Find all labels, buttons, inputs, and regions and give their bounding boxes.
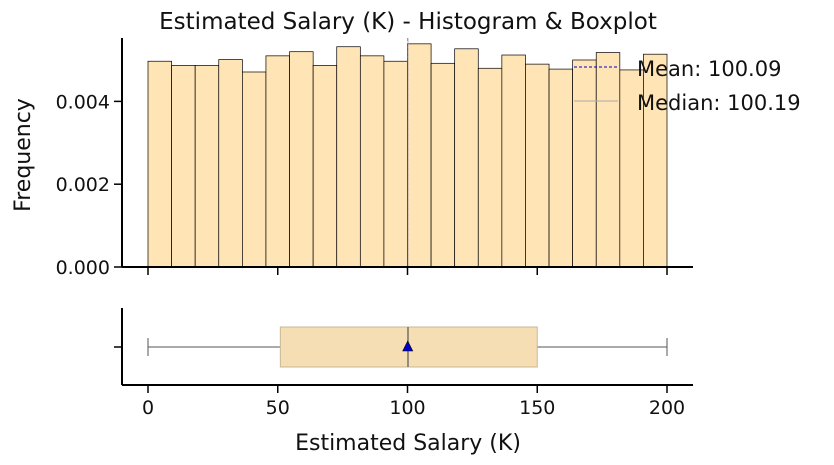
histogram-bar (548, 68, 573, 268)
legend-median-label: Median: 100.19 (637, 91, 801, 115)
histogram-bar (383, 60, 408, 268)
histogram-bar (171, 65, 196, 268)
histogram-bar (454, 48, 479, 268)
histogram-bar (643, 53, 668, 268)
histogram-bar (595, 52, 621, 268)
legend-mean-label: Mean: 100.09 (637, 57, 781, 81)
y-tick-label: 0.000 (56, 257, 110, 279)
histogram-bar (359, 55, 385, 268)
histogram-bar (242, 71, 267, 268)
histogram-bar (572, 59, 597, 268)
x-tick-label: 100 (389, 397, 425, 419)
x-axis-label: Estimated Salary (K) (295, 431, 521, 456)
histogram-bar (265, 55, 290, 268)
x-tick-label: 150 (519, 397, 555, 419)
chart-title: Estimated Salary (K) - Histogram & Boxpl… (159, 9, 657, 35)
boxplot-panel: 0 50 100 150 200 (114, 308, 693, 419)
histogram-bar (525, 63, 550, 268)
x-tick-label: 50 (266, 397, 290, 419)
y-axis-label: Frequency (11, 98, 36, 212)
histogram-panel: 0.000 0.002 0.004 (56, 38, 693, 279)
histogram-bar (147, 60, 172, 268)
x-tick-label: 200 (649, 397, 685, 419)
legend: Mean: 100.09 Median: 100.19 (574, 57, 801, 115)
histogram-bar (312, 65, 338, 268)
mean-marker (402, 340, 414, 352)
histogram-bar (407, 43, 432, 268)
histogram-bar (430, 62, 456, 268)
histogram-bar (194, 65, 220, 268)
histogram-bar (336, 46, 361, 268)
histogram-bar (289, 51, 314, 268)
y-tick-label: 0.002 (56, 174, 110, 196)
histogram-bar (501, 54, 526, 268)
histogram-bar (477, 67, 503, 268)
x-tick-label: 0 (142, 397, 154, 419)
histogram-bar (218, 59, 243, 268)
y-tick-label: 0.004 (56, 91, 110, 113)
